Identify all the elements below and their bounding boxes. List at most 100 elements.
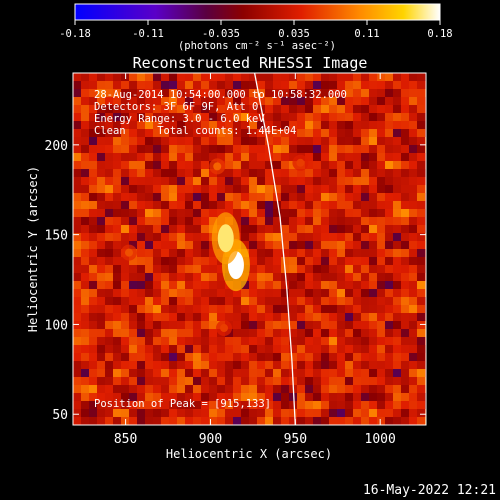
heatmap-pixel: [361, 97, 369, 105]
heatmap-pixel: [417, 129, 425, 137]
heatmap-pixel: [177, 361, 185, 369]
heatmap-pixel: [177, 161, 185, 169]
heatmap-pixel: [249, 137, 257, 145]
heatmap-pixel: [113, 281, 121, 289]
heatmap-pixel: [241, 105, 249, 113]
heatmap-pixel: [73, 177, 81, 185]
heatmap-pixel: [377, 385, 385, 393]
heatmap-pixel: [209, 257, 217, 265]
heatmap-pixel: [393, 105, 401, 113]
heatmap-pixel: [209, 337, 217, 345]
heatmap-pixel: [401, 409, 409, 417]
heatmap-pixel: [73, 233, 81, 241]
heatmap-pixel: [385, 241, 393, 249]
heatmap-pixel: [81, 177, 89, 185]
heatmap-pixel: [233, 289, 241, 297]
heatmap-pixel: [265, 297, 273, 305]
heatmap-pixel: [249, 121, 257, 129]
heatmap-pixel: [105, 249, 113, 257]
heatmap-pixel: [273, 241, 281, 249]
heatmap-pixel: [241, 329, 249, 337]
heatmap-pixel: [81, 329, 89, 337]
heatmap-pixel: [113, 265, 121, 273]
heatmap-pixel: [393, 89, 401, 97]
heatmap-pixel: [281, 377, 289, 385]
heatmap-pixel: [121, 305, 129, 313]
heatmap-pixel: [89, 257, 97, 265]
heatmap-pixel: [209, 329, 217, 337]
heatmap-pixel: [369, 361, 377, 369]
heatmap-pixel: [377, 265, 385, 273]
heatmap-pixel: [401, 273, 409, 281]
heatmap-pixel: [137, 153, 145, 161]
heatmap-pixel: [217, 105, 225, 113]
heatmap-pixel: [377, 305, 385, 313]
heatmap-pixel: [73, 129, 81, 137]
heatmap-pixel: [321, 353, 329, 361]
heatmap-pixel: [289, 313, 297, 321]
heatmap-pixel: [177, 401, 185, 409]
heatmap-pixel: [361, 369, 369, 377]
heatmap-pixel: [113, 177, 121, 185]
heatmap-pixel: [353, 113, 361, 121]
heatmap-pixel: [401, 105, 409, 113]
heatmap-pixel: [129, 353, 137, 361]
heatmap-pixel: [417, 233, 425, 241]
heatmap-pixel: [265, 113, 273, 121]
heatmap-pixel: [161, 113, 169, 121]
heatmap-pixel: [241, 409, 249, 417]
heatmap-pixel: [73, 137, 81, 145]
heatmap-pixel: [273, 185, 281, 193]
heatmap-pixel: [393, 281, 401, 289]
heatmap-pixel: [137, 281, 145, 289]
heatmap-pixel: [377, 321, 385, 329]
heatmap-pixel: [97, 313, 105, 321]
heatmap-pixel: [313, 225, 321, 233]
heatmap-pixel: [393, 369, 401, 377]
heatmap-pixel: [73, 361, 81, 369]
heatmap-pixel: [185, 249, 193, 257]
heatmap-pixel: [369, 377, 377, 385]
heatmap-pixel: [105, 201, 113, 209]
heatmap-pixel: [329, 73, 337, 81]
heatmap-pixel: [377, 257, 385, 265]
heatmap-pixel: [393, 401, 401, 409]
heatmap-pixel: [257, 273, 265, 281]
heatmap-pixel: [281, 361, 289, 369]
heatmap-pixel: [73, 257, 81, 265]
heatmap-pixel: [185, 321, 193, 329]
heatmap-pixel: [417, 273, 425, 281]
heatmap-pixel: [89, 97, 97, 105]
heatmap-pixel: [73, 89, 81, 97]
heatmap-pixel: [129, 385, 137, 393]
x-tick-label: 1000: [365, 432, 396, 447]
heatmap-pixel: [257, 121, 265, 129]
heatmap-pixel: [145, 273, 153, 281]
heatmap-pixel: [105, 369, 113, 377]
heatmap-pixel: [249, 105, 257, 113]
heatmap-pixel: [417, 121, 425, 129]
heatmap-pixel: [265, 345, 273, 353]
heatmap-pixel: [217, 361, 225, 369]
heatmap-pixel: [337, 393, 345, 401]
heatmap-pixel: [233, 361, 241, 369]
heatmap-pixel: [361, 225, 369, 233]
heatmap-pixel: [249, 369, 257, 377]
heatmap-pixel: [113, 145, 121, 153]
heatmap-pixel: [97, 321, 105, 329]
heatmap-pixel: [73, 97, 81, 105]
heatmap-pixel: [401, 161, 409, 169]
heatmap-pixel: [353, 305, 361, 313]
heatmap-pixel: [289, 289, 297, 297]
heatmap-pixel: [161, 297, 169, 305]
heatmap-pixel: [289, 345, 297, 353]
heatmap-pixel: [273, 169, 281, 177]
heatmap-pixel: [81, 297, 89, 305]
heatmap-pixel: [225, 89, 233, 97]
heatmap-pixel: [369, 129, 377, 137]
heatmap-pixel: [145, 137, 153, 145]
heatmap-pixel: [89, 369, 97, 377]
heatmap-pixel: [353, 329, 361, 337]
emission-source: [220, 324, 229, 333]
heatmap-pixel: [209, 73, 217, 81]
